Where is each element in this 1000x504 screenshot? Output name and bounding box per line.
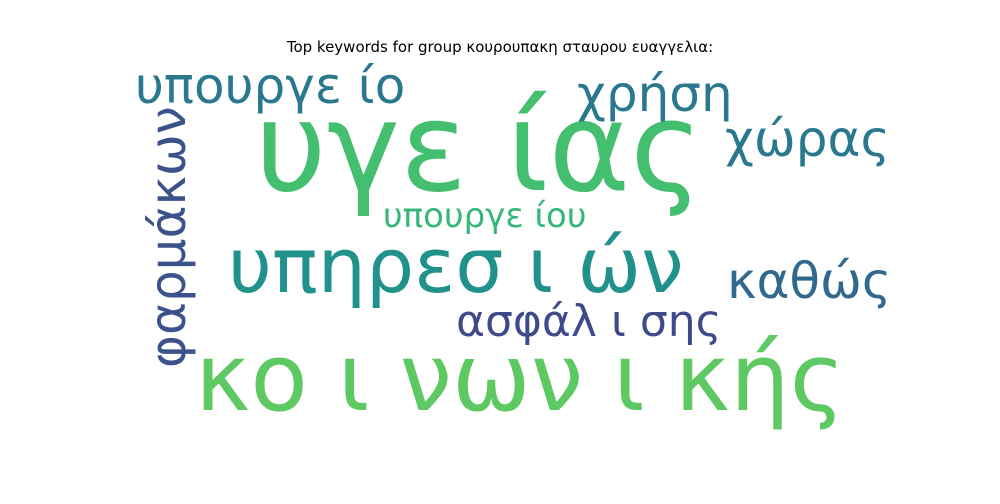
word-10: υπουργε ίου [383,196,587,236]
word-7: φαρμάκων [139,106,197,368]
word-6: χώρας [725,110,890,168]
word-5: χρήση [577,65,733,123]
word-9: ασφάλ ι σης [456,296,721,347]
word-4: υπουργε ίο [135,57,405,115]
word-8: καθώς [727,252,891,310]
chart-title: Top keywords for group κουρουπακη σταυρο… [286,38,714,56]
word-1: υγε ίας [255,76,703,220]
word-3: υπηρεσ ι ών [228,221,684,310]
word-2: κο ι νων ι κής [195,324,845,433]
